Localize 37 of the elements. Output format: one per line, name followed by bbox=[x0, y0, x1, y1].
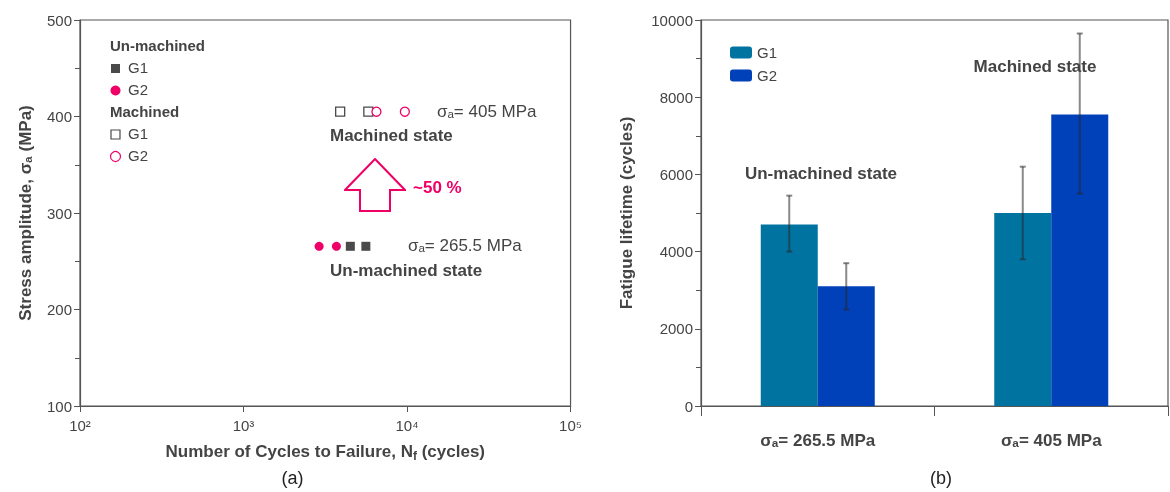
annotation: Un-machined bbox=[110, 37, 206, 54]
legend-label: G1 bbox=[128, 125, 149, 142]
y-tick-label: 400 bbox=[46, 108, 72, 125]
bar bbox=[994, 213, 1052, 406]
y-tick-label: 10000 bbox=[651, 11, 693, 29]
text: (b) bbox=[930, 468, 952, 488]
bar bbox=[817, 286, 875, 406]
annotation: Machined state bbox=[330, 125, 453, 147]
y-tick-label: 300 bbox=[46, 204, 72, 222]
y-tick-label: 200 bbox=[46, 301, 72, 318]
y-tick-label: 4000 bbox=[659, 243, 693, 261]
y-axis-title: Stress amplitude, σₐ (MPa) bbox=[16, 105, 35, 321]
annotation: Un-machined state bbox=[330, 260, 483, 282]
y-tick-label: 8000 bbox=[659, 88, 693, 106]
text: (a) bbox=[281, 468, 304, 488]
x-tick-label: 10⁴ bbox=[395, 417, 419, 434]
bar bbox=[760, 224, 818, 406]
x-tick-label: 10⁵ bbox=[559, 417, 582, 434]
x-tick-label: 10³ bbox=[232, 417, 255, 434]
legend-label: G1 bbox=[128, 59, 149, 76]
bar bbox=[1051, 114, 1109, 406]
legend-label: G1 bbox=[757, 44, 778, 61]
y-tick-label: 500 bbox=[46, 11, 72, 29]
x-tick-label: 10² bbox=[69, 417, 91, 434]
annotation: ~50 % bbox=[413, 177, 462, 199]
legend-label: G2 bbox=[128, 81, 149, 98]
y-axis-title: Fatigue lifetime (cycles) bbox=[617, 116, 636, 310]
y-tick-label: 6000 bbox=[659, 165, 693, 183]
annotation: Un-machined state bbox=[744, 163, 898, 185]
annotation: σₐ= 405 MPa bbox=[437, 101, 537, 123]
y-tick-label: 100 bbox=[46, 397, 72, 415]
y-tick-label: 2000 bbox=[659, 320, 693, 338]
y-tick-label: 0 bbox=[684, 397, 693, 415]
annotation: Machined bbox=[110, 103, 180, 120]
legend-label: G2 bbox=[128, 147, 149, 164]
legend-label: G2 bbox=[757, 67, 778, 84]
annotation: σₐ= 265.5 MPa bbox=[408, 235, 522, 257]
